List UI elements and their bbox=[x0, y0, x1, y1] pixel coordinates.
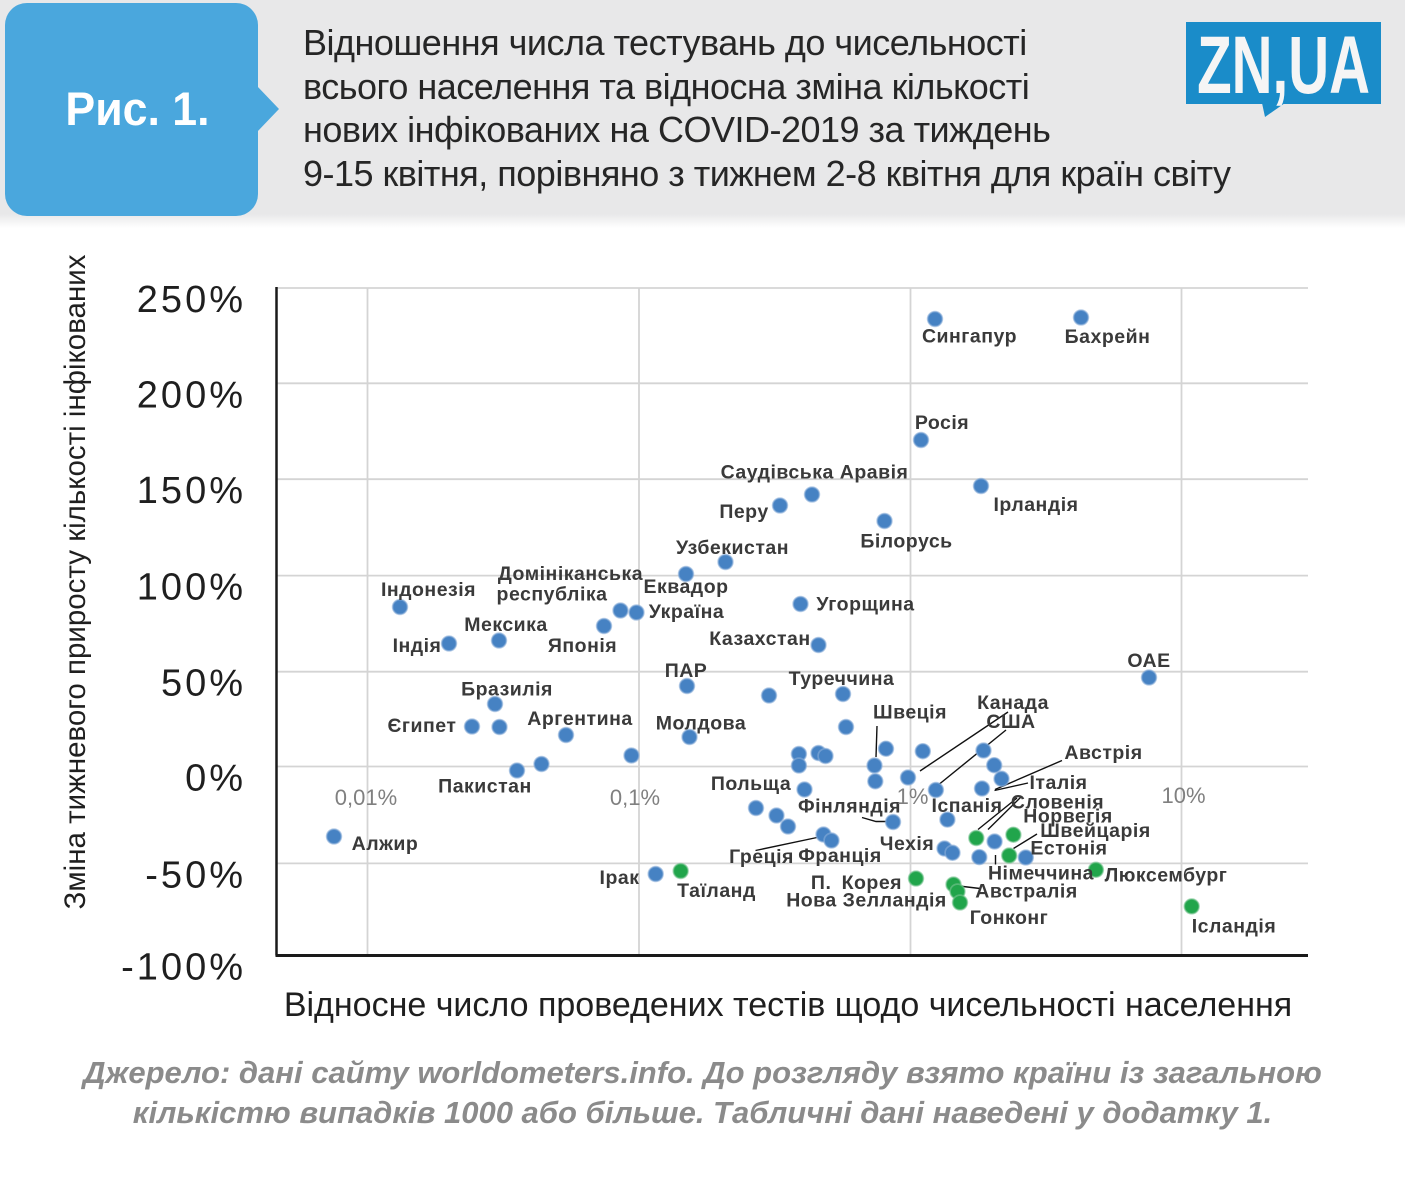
svg-text:Еквадор: Еквадор bbox=[643, 576, 728, 598]
svg-text:Аргентина: Аргентина bbox=[527, 708, 632, 730]
svg-text:150%: 150% bbox=[137, 470, 246, 512]
svg-text:Зміна тижневого приросту кільк: Зміна тижневого приросту кількості інфік… bbox=[59, 254, 92, 909]
svg-text:0,01%: 0,01% bbox=[335, 785, 397, 810]
svg-text:Пакистан: Пакистан bbox=[438, 776, 532, 798]
svg-text:0%: 0% bbox=[185, 758, 246, 800]
svg-text:Угорщина: Угорщина bbox=[816, 594, 914, 616]
svg-text:Таїланд: Таїланд bbox=[677, 880, 756, 902]
svg-text:Єгипет: Єгипет bbox=[388, 715, 457, 737]
svg-text:Ісландія: Ісландія bbox=[1192, 916, 1276, 938]
svg-text:Індія: Індія bbox=[393, 635, 442, 657]
svg-text:Канада: Канада bbox=[977, 692, 1049, 714]
svg-text:Бразилія: Бразилія bbox=[461, 679, 553, 701]
svg-text:Домініканська: Домініканська bbox=[498, 563, 643, 585]
svg-text:ПАР: ПАР bbox=[665, 660, 708, 682]
svg-text:Узбекистан: Узбекистан bbox=[676, 537, 789, 559]
svg-text:республіка: республіка bbox=[497, 584, 608, 606]
svg-text:Ірландія: Ірландія bbox=[993, 494, 1078, 516]
svg-text:Польща: Польща bbox=[711, 773, 791, 795]
svg-text:Греція: Греція bbox=[729, 846, 794, 868]
svg-text:200%: 200% bbox=[137, 374, 246, 416]
svg-text:Естонія: Естонія bbox=[1030, 838, 1107, 860]
svg-text:Японія: Японія bbox=[548, 635, 617, 657]
svg-text:Норвегія: Норвегія bbox=[1023, 806, 1112, 828]
svg-text:Перу: Перу bbox=[719, 501, 768, 523]
svg-text:Австралія: Австралія bbox=[975, 881, 1077, 903]
svg-text:Ірак: Ірак bbox=[600, 867, 640, 889]
svg-text:0,1%: 0,1% bbox=[610, 785, 660, 810]
svg-text:250%: 250% bbox=[137, 279, 246, 321]
svg-text:Нова Зелландія: Нова Зелландія bbox=[786, 890, 947, 912]
svg-text:Сингапур: Сингапур bbox=[922, 326, 1017, 348]
svg-text:-100%: -100% bbox=[121, 946, 246, 988]
svg-text:Україна: Україна bbox=[649, 601, 725, 623]
svg-text:Німеччина: Німеччина bbox=[988, 863, 1094, 885]
svg-text:Алжир: Алжир bbox=[352, 833, 419, 855]
svg-text:Чехія: Чехія bbox=[880, 833, 934, 855]
svg-text:Австрія: Австрія bbox=[1064, 742, 1142, 764]
svg-text:Бахрейн: Бахрейн bbox=[1065, 326, 1151, 348]
svg-text:Мексика: Мексика bbox=[464, 614, 548, 636]
svg-text:Туреччина: Туреччина bbox=[789, 668, 895, 690]
svg-text:Швеція: Швеція bbox=[873, 702, 947, 724]
svg-text:Франція: Франція bbox=[798, 845, 881, 867]
svg-text:ZN,UA: ZN,UA bbox=[1197, 19, 1370, 111]
svg-text:Швейцарія: Швейцарія bbox=[1040, 820, 1150, 842]
svg-text:10%: 10% bbox=[1161, 783, 1205, 808]
svg-text:-50%: -50% bbox=[145, 854, 246, 896]
svg-text:Гонконг: Гонконг bbox=[970, 907, 1049, 929]
svg-text:50%: 50% bbox=[161, 663, 246, 705]
svg-text:П. Корея: П. Корея bbox=[811, 872, 902, 894]
svg-text:Саудівська Аравія: Саудівська Аравія bbox=[721, 462, 909, 484]
svg-text:ОАЕ: ОАЕ bbox=[1127, 650, 1170, 672]
svg-text:Індонезія: Індонезія bbox=[381, 579, 476, 601]
svg-text:Люксембург: Люксембург bbox=[1105, 865, 1228, 887]
svg-text:Молдова: Молдова bbox=[656, 713, 746, 735]
svg-text:Іспанія: Іспанія bbox=[932, 795, 1003, 817]
svg-text:1%: 1% bbox=[897, 784, 929, 809]
svg-text:США: США bbox=[986, 711, 1035, 733]
svg-text:Фінляндія: Фінляндія bbox=[798, 796, 901, 818]
svg-text:Словенія: Словенія bbox=[1011, 792, 1104, 814]
svg-text:100%: 100% bbox=[137, 567, 246, 609]
svg-text:Білорусь: Білорусь bbox=[860, 531, 952, 553]
svg-text:Казахстан: Казахстан bbox=[709, 628, 810, 650]
svg-text:Італія: Італія bbox=[1030, 772, 1088, 794]
svg-text:Росія: Росія bbox=[915, 412, 969, 434]
